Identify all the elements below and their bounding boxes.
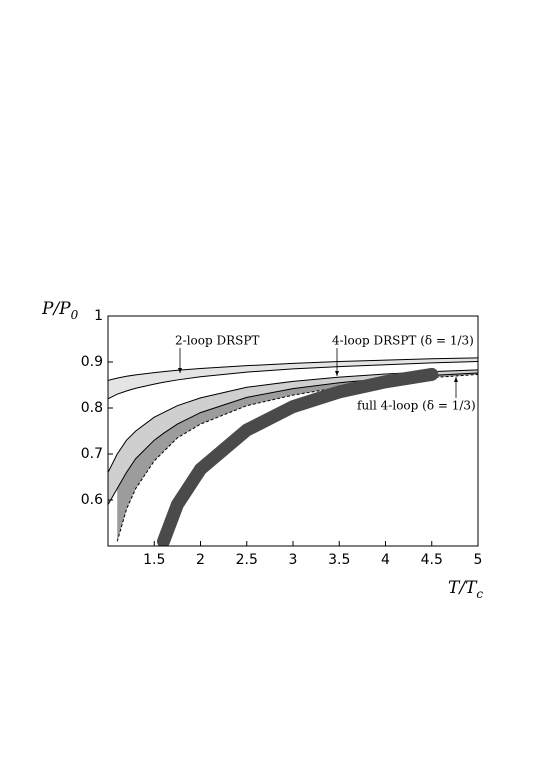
arrow-head [454, 377, 458, 382]
x-tick-label: 1.5 [143, 552, 165, 568]
y-tick-label: 0.8 [81, 400, 103, 416]
x-tick-label: 5 [474, 552, 483, 568]
annotation: 2-loop DRSPT [175, 334, 259, 348]
annotation: 4-loop DRSPT (δ = 1/3) [332, 334, 474, 348]
x-tick-label: 3.5 [328, 552, 350, 568]
annotation: full 4-loop (δ = 1/3) [357, 399, 476, 413]
x-axis-label: T/Tc [448, 578, 483, 601]
x-tick-label: 2.5 [236, 552, 258, 568]
arrow-head [178, 368, 182, 373]
band-fill [108, 357, 478, 399]
y-tick-label: 0.9 [81, 354, 103, 370]
x-tick-label: 4 [381, 552, 390, 568]
y-axis-label-sub: 0 [71, 308, 79, 322]
band-fill [108, 369, 478, 505]
y-axis-label-main: P/P [41, 299, 71, 319]
x-axis-label-main: T/T [448, 578, 478, 598]
x-tick-label: 4.5 [421, 552, 443, 568]
curve [108, 357, 478, 381]
x-tick-label: 3 [289, 552, 298, 568]
y-axis-label: P/P0 [41, 299, 79, 322]
y-tick-label: 1 [94, 308, 103, 324]
curve [157, 367, 439, 546]
band-fill [117, 373, 478, 542]
curve [108, 361, 478, 400]
curve [108, 369, 478, 473]
arrow-head [335, 371, 339, 376]
y-tick-label: 0.6 [81, 492, 103, 508]
y-tick-label: 0.7 [81, 446, 103, 462]
x-axis-label-sub: c [476, 587, 483, 601]
x-tick-label: 2 [196, 552, 205, 568]
plot-area [108, 357, 478, 546]
curve [116, 373, 478, 542]
